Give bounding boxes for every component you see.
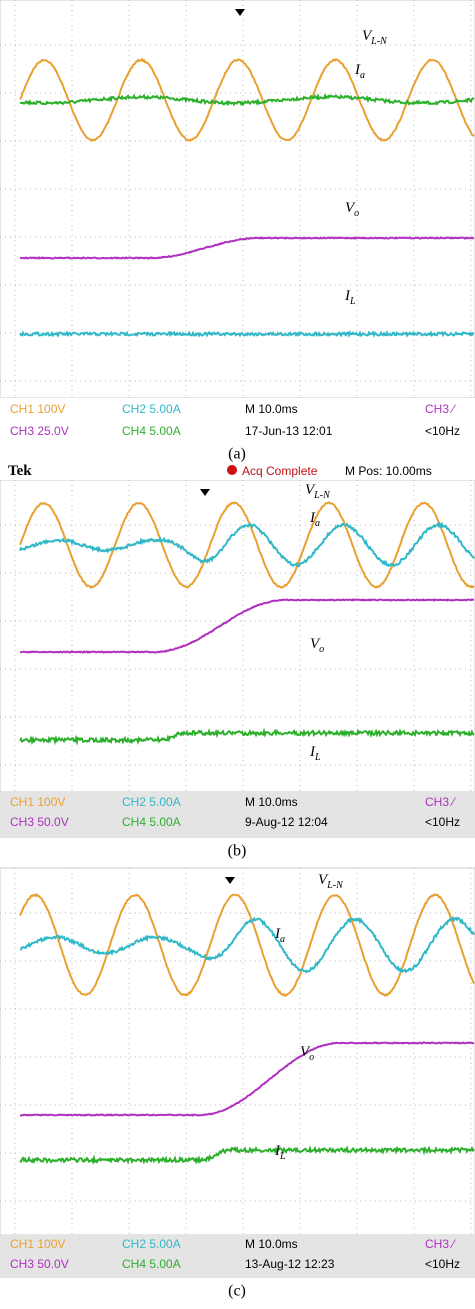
footer-text: CH2 5.00A: [122, 1237, 181, 1251]
footer-text: CH4 5.00A: [122, 424, 181, 438]
caption: (b): [228, 843, 247, 860]
label-sub: o: [354, 208, 359, 219]
footer-text: CH3 ⁄: [425, 795, 456, 809]
waveform: [20, 333, 474, 336]
label-sub: a: [280, 934, 285, 945]
footer-text: <10Hz: [425, 424, 460, 438]
scope-footer: [0, 792, 475, 838]
footer-text: M 10.0ms: [245, 795, 298, 809]
footer-text: 17-Jun-13 12:01: [245, 424, 333, 438]
footer-text: CH3 ⁄: [425, 1237, 456, 1251]
label-sub: o: [309, 1052, 314, 1063]
scope-footer: [0, 398, 475, 442]
footer-text: CH3 25.0V: [10, 424, 69, 438]
label-sub: a: [315, 518, 320, 529]
figure: CH1 100V CH2 5.00A M 10.0ms CH3 ⁄ CH3 25.0V C…: [0, 0, 475, 1309]
footer-text: CH1 100V: [10, 1237, 65, 1251]
label-sub: L-N: [313, 490, 331, 501]
footer-text: M 10.0ms: [245, 1237, 298, 1251]
footer-text: CH2 5.00A: [122, 402, 181, 416]
scope-screen: [0, 868, 475, 1235]
position: M Pos: 10.00ms: [345, 464, 432, 478]
footer-text: 13-Aug-12 12:23: [245, 1257, 335, 1271]
footer-text: CH3 ⁄: [425, 402, 456, 416]
status: Acq Complete: [242, 464, 318, 478]
footer-text: CH1 100V: [10, 795, 65, 809]
label-sub: L: [314, 752, 321, 763]
footer-text: 9-Aug-12 12:04: [245, 815, 328, 829]
caption: (a): [228, 446, 246, 463]
footer-text: <10Hz: [425, 1257, 460, 1271]
footer-text: CH2 5.00A: [122, 795, 181, 809]
page: {"panels": [ {"caption": "(a)", "footer"…: [0, 0, 475, 1309]
label-sub: o: [319, 644, 324, 655]
footer-text: CH3 50.0V: [10, 815, 69, 829]
footer-text: CH4 5.00A: [122, 1257, 181, 1271]
footer-text: CH1 100V: [10, 402, 65, 416]
footer-text: CH4 5.00A: [122, 815, 181, 829]
footer-text: <10Hz: [425, 815, 460, 829]
label-sub: L: [279, 1151, 286, 1162]
scope-footer: [0, 1235, 475, 1278]
footer-text: CH3 50.0V: [10, 1257, 69, 1271]
label-sub: a: [360, 70, 365, 81]
status-dot: [227, 465, 237, 475]
footer-text: M 10.0ms: [245, 402, 298, 416]
label-sub: L-N: [326, 880, 344, 891]
brand: Tek: [8, 463, 32, 479]
label-sub: L: [349, 296, 356, 307]
scope-screen: [0, 480, 475, 792]
caption: (c): [228, 1283, 246, 1300]
label-sub: L-N: [370, 36, 388, 47]
